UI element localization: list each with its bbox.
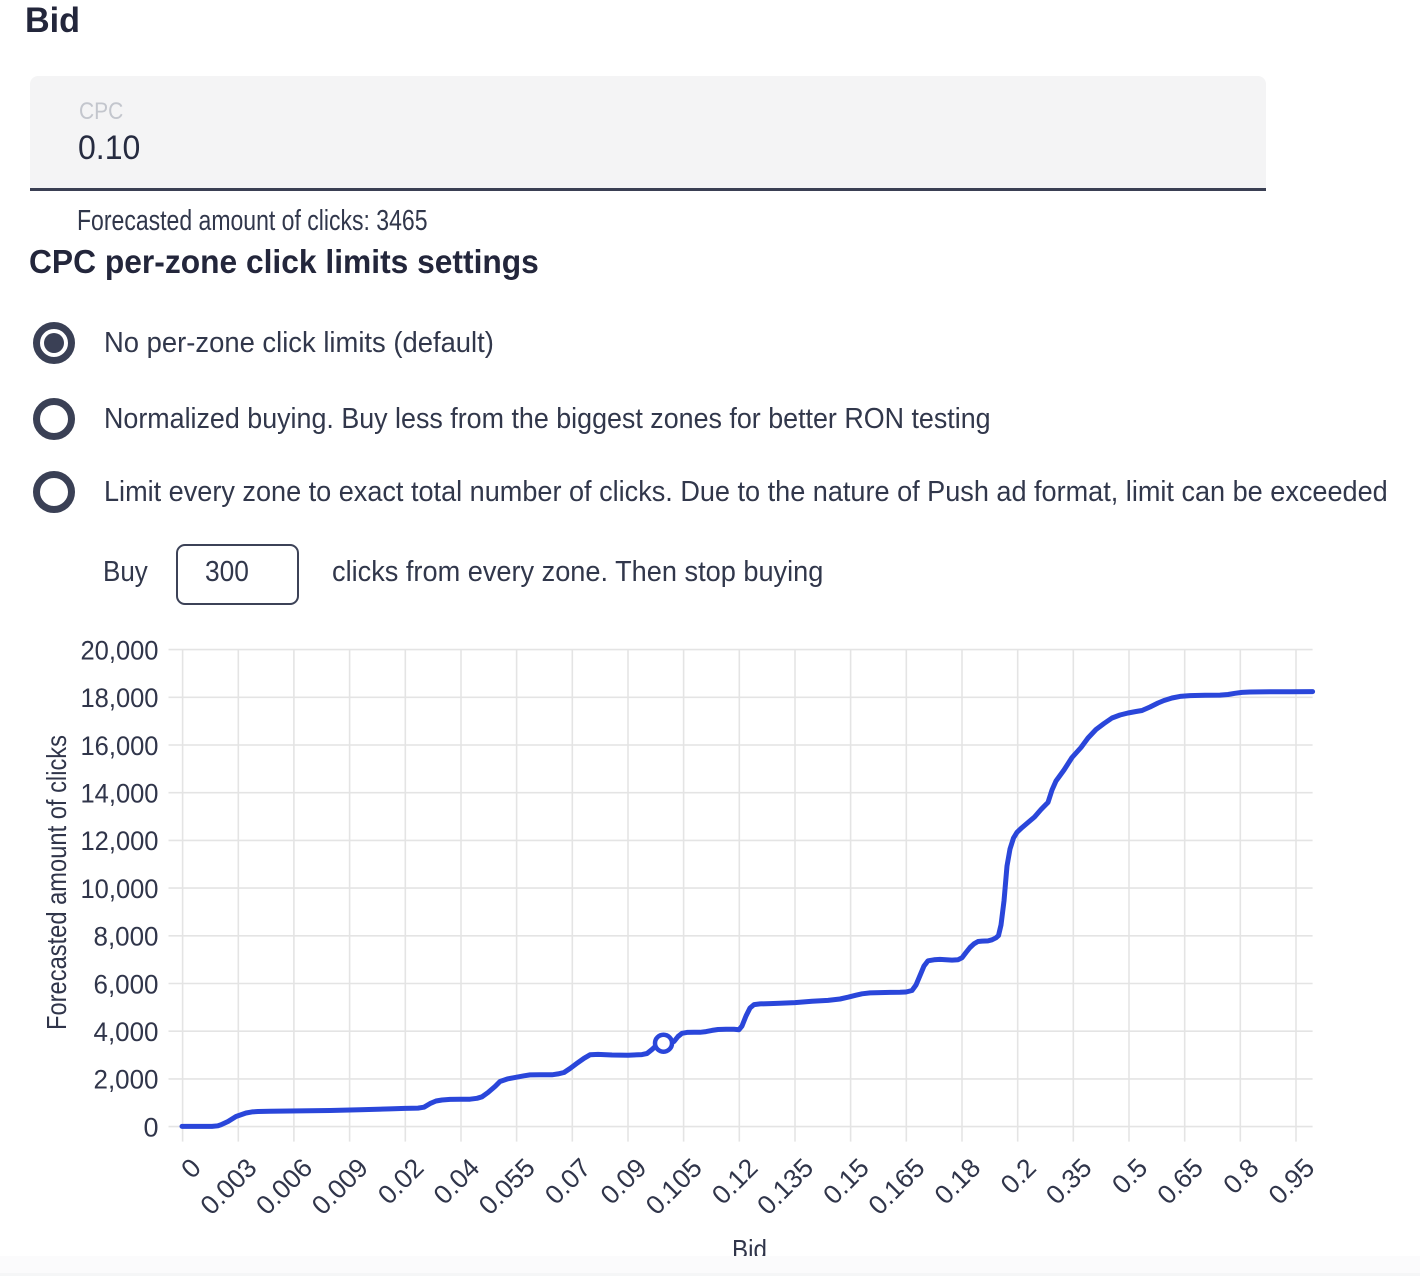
svg-text:16,000: 16,000	[81, 731, 159, 761]
svg-text:0.95: 0.95	[1263, 1152, 1321, 1210]
svg-text:0.8: 0.8	[1217, 1152, 1264, 1199]
svg-text:8,000: 8,000	[94, 922, 159, 952]
svg-text:2,000: 2,000	[94, 1065, 159, 1095]
svg-text:Forecasted amount of clicks: Forecasted amount of clicks	[41, 735, 72, 1030]
svg-text:0.003: 0.003	[194, 1152, 262, 1220]
svg-text:0.18: 0.18	[929, 1152, 987, 1210]
svg-text:0.5: 0.5	[1106, 1152, 1153, 1199]
svg-text:20,000: 20,000	[81, 635, 159, 665]
svg-text:18,000: 18,000	[81, 683, 159, 713]
svg-text:0: 0	[143, 1112, 158, 1142]
svg-text:0.105: 0.105	[640, 1152, 708, 1220]
svg-text:0: 0	[175, 1152, 207, 1184]
svg-text:0.35: 0.35	[1040, 1152, 1098, 1210]
svg-text:0.65: 0.65	[1151, 1152, 1209, 1210]
svg-text:0.009: 0.009	[306, 1152, 374, 1220]
svg-text:0.07: 0.07	[539, 1152, 597, 1210]
svg-text:0.165: 0.165	[862, 1152, 930, 1220]
svg-text:4,000: 4,000	[94, 1017, 159, 1047]
svg-text:12,000: 12,000	[81, 826, 159, 856]
svg-text:0.006: 0.006	[250, 1152, 318, 1220]
svg-text:14,000: 14,000	[81, 779, 159, 809]
svg-text:0.2: 0.2	[995, 1152, 1042, 1199]
svg-text:6,000: 6,000	[94, 969, 159, 999]
svg-text:0.135: 0.135	[751, 1152, 819, 1220]
svg-text:0.02: 0.02	[372, 1152, 430, 1210]
svg-text:10,000: 10,000	[81, 874, 159, 904]
svg-text:0.055: 0.055	[473, 1152, 541, 1220]
